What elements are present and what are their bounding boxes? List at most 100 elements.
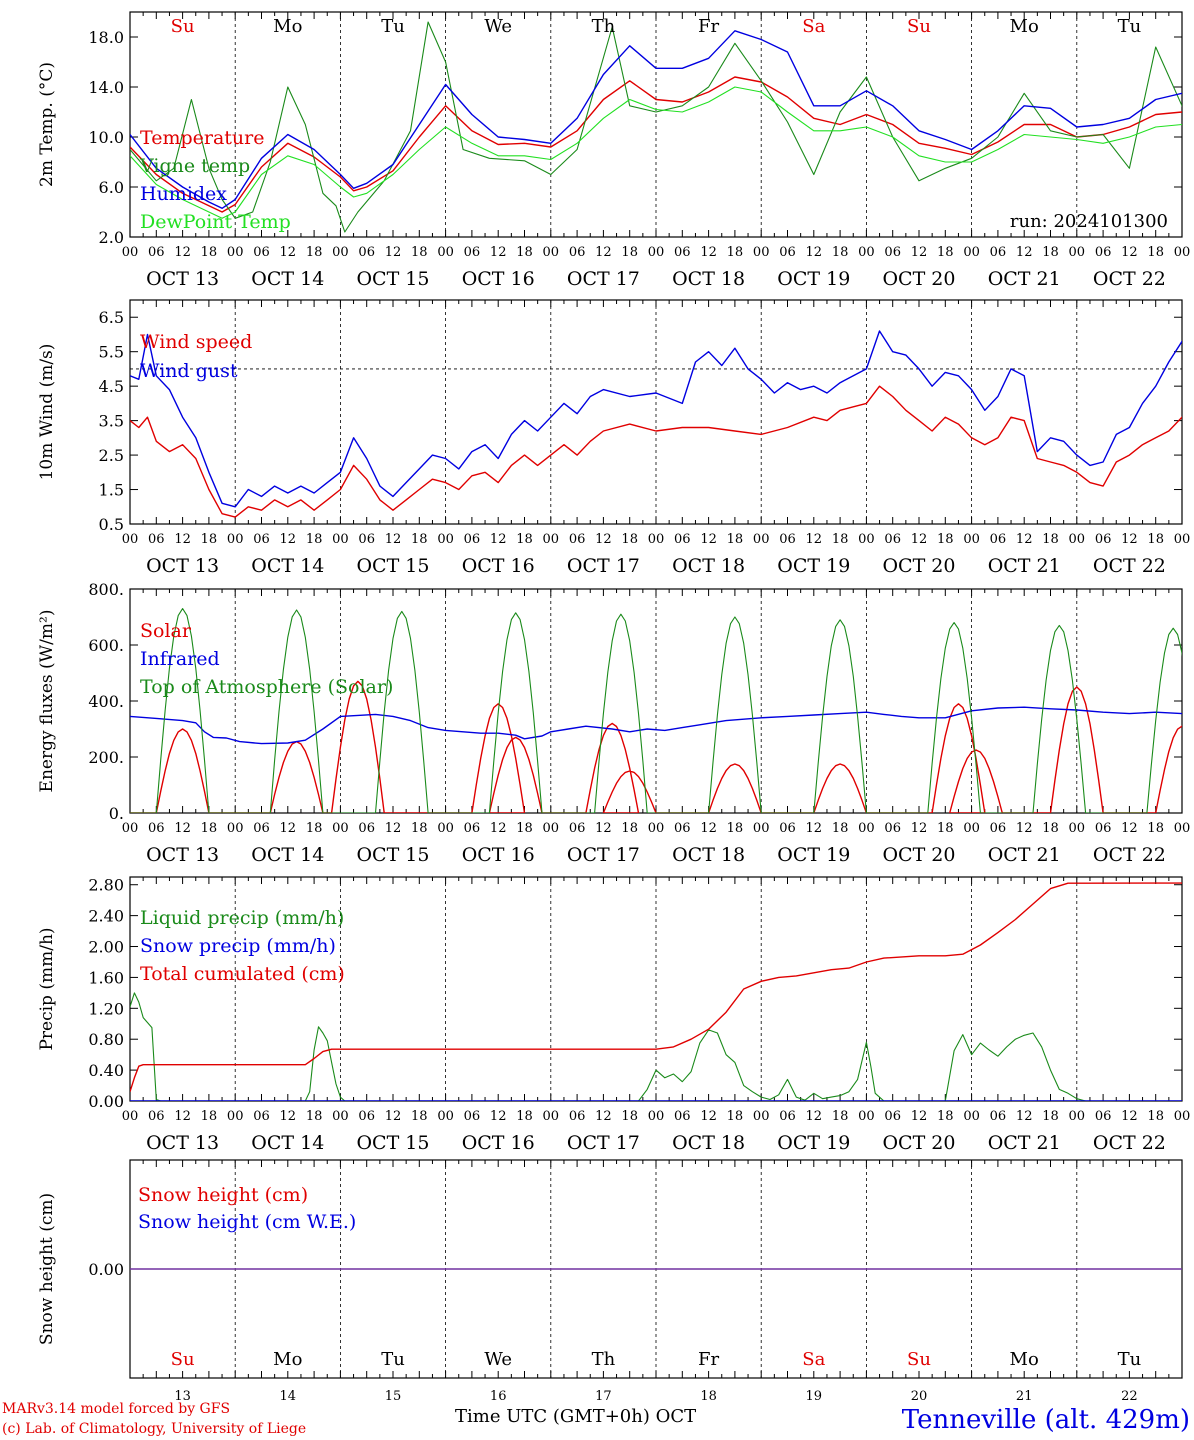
date-label: OCT 17: [567, 1132, 640, 1154]
hour-label: 00: [1069, 245, 1086, 260]
hour-label: 12: [1121, 532, 1138, 547]
hour-label: 00: [858, 1109, 875, 1124]
series-group: [130, 330, 1182, 518]
hour-label: 18: [937, 532, 954, 547]
hour-label: 18: [306, 245, 323, 260]
date-label: OCT 18: [672, 555, 745, 577]
hour-label: 00: [227, 532, 244, 547]
y-axis-label: Snow height (cm): [37, 1193, 57, 1345]
hour-label: 00: [753, 821, 770, 836]
hour-label: 12: [700, 821, 717, 836]
hour-label: 18: [201, 1109, 218, 1124]
hour-label: 06: [358, 532, 375, 547]
hour-label: 12: [490, 1109, 507, 1124]
date-label: OCT 15: [356, 555, 429, 577]
date-label: OCT 16: [462, 555, 535, 577]
hour-label: 06: [148, 1109, 165, 1124]
panel-4: 0.00 0.40 0.80 1.20 1.60 2.00 2.40 2.80 Precip (…: [37, 876, 1190, 1154]
day-number: 21: [1016, 1389, 1033, 1404]
day-name: Mo: [1010, 16, 1039, 37]
date-label: OCT 20: [882, 1132, 955, 1154]
hour-label: 00: [332, 1109, 349, 1124]
hour-label: 06: [569, 821, 586, 836]
y-tick-label: 14.0: [88, 78, 124, 97]
date-label: OCT 16: [462, 268, 535, 290]
hour-label: 06: [674, 532, 691, 547]
hour-label: 12: [385, 821, 402, 836]
date-label: OCT 18: [672, 844, 745, 866]
hour-label: 06: [148, 532, 165, 547]
date-label: OCT 19: [777, 844, 850, 866]
legend-entry: Liquid precip (mm/h): [140, 907, 344, 929]
y-tick-label: 4.5: [99, 377, 124, 396]
day-name: Mo: [1010, 1349, 1039, 1370]
hour-label: 06: [464, 245, 481, 260]
hour-label: 00: [648, 532, 665, 547]
hour-label: 06: [990, 532, 1007, 547]
date-label: OCT 19: [777, 555, 850, 577]
hour-label: 06: [674, 821, 691, 836]
hour-label: 00: [332, 245, 349, 260]
hour-label: 00: [1069, 821, 1086, 836]
hour-label: 18: [832, 532, 849, 547]
hour-label: 18: [832, 245, 849, 260]
hour-label: 18: [621, 532, 638, 547]
hour-label: 06: [1095, 245, 1112, 260]
hour-label: 18: [937, 245, 954, 260]
hour-label: 18: [1042, 1109, 1059, 1124]
hour-label: 12: [595, 821, 612, 836]
hour-label: 00: [753, 245, 770, 260]
hour-label: 18: [937, 821, 954, 836]
day-name: Th: [592, 1349, 616, 1370]
hour-label: 12: [911, 532, 928, 547]
hour-label: 12: [174, 1109, 191, 1124]
y-tick-label: 2.5: [99, 446, 124, 465]
day-number: 17: [595, 1389, 612, 1404]
hour-label: 00: [227, 245, 244, 260]
hour-label: 00: [858, 245, 875, 260]
day-name: Mo: [273, 16, 302, 37]
hour-label: 12: [806, 1109, 823, 1124]
legend-entry: Infrared: [140, 648, 220, 670]
y-tick-label: 0.00: [88, 1092, 124, 1111]
hour-label: 06: [358, 821, 375, 836]
hour-label: 00: [648, 821, 665, 836]
hour-label: 18: [832, 821, 849, 836]
hour-label: 12: [174, 245, 191, 260]
hour-label: 12: [911, 1109, 928, 1124]
hour-label: 00: [963, 1109, 980, 1124]
day-number: 22: [1121, 1389, 1138, 1404]
y-tick-label: 10.0: [88, 128, 124, 147]
series-group: [130, 882, 1182, 1101]
day-name: Su: [171, 1349, 195, 1370]
legend-entry: Solar: [140, 620, 192, 642]
hour-label: 00: [1174, 532, 1191, 547]
hour-label: 18: [621, 245, 638, 260]
date-label: OCT 21: [988, 1132, 1061, 1154]
run-label: run: 2024101300: [1010, 211, 1168, 232]
hour-label: 12: [490, 532, 507, 547]
hour-label: 06: [884, 1109, 901, 1124]
day-name: Sa: [802, 16, 825, 37]
hour-label: 12: [490, 245, 507, 260]
hour-label: 00: [963, 245, 980, 260]
hour-label: 06: [884, 532, 901, 547]
y-tick-label: 0.80: [88, 1030, 124, 1049]
day-number: 19: [806, 1389, 823, 1404]
date-label: OCT 17: [567, 844, 640, 866]
day-name: Su: [907, 1349, 931, 1370]
hour-label: 12: [280, 821, 297, 836]
hour-label: 00: [963, 821, 980, 836]
date-label: OCT 17: [567, 268, 640, 290]
legend-entry: Total cumulated (cm): [140, 963, 345, 985]
footer: MARv3.14 model forced by GFS (c) Lab. of…: [2, 1401, 1190, 1437]
hour-label: 00: [1069, 1109, 1086, 1124]
panel-3: 0. 200. 400. 600. 800. Energy fluxes (W/m²) So…: [37, 580, 1190, 866]
day-number: 18: [700, 1389, 717, 1404]
hour-label: 12: [174, 532, 191, 547]
day-number: 20: [911, 1389, 928, 1404]
series-line-wind-speed: [130, 385, 1182, 518]
hour-label: 06: [990, 1109, 1007, 1124]
hour-label: 12: [280, 532, 297, 547]
date-label: OCT 22: [1093, 1132, 1166, 1154]
